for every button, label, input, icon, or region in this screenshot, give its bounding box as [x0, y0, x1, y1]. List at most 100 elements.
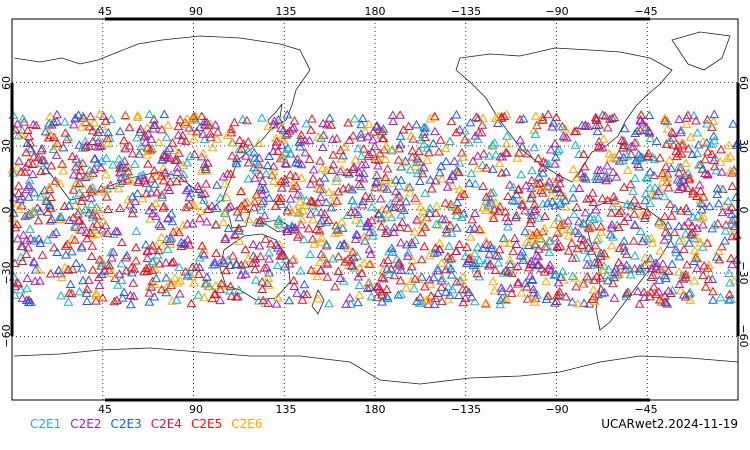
observation-marker: [481, 192, 492, 201]
observation-marker: [417, 213, 428, 222]
observation-marker: [563, 230, 574, 240]
observation-marker: [724, 289, 735, 299]
observation-marker: [725, 151, 736, 161]
observation-marker: [173, 278, 183, 287]
observation-marker: [343, 243, 353, 252]
observation-marker: [324, 298, 334, 308]
observation-marker: [684, 238, 694, 247]
observation-marker: [353, 209, 363, 219]
observation-marker: [51, 227, 61, 237]
observation-marker: [459, 189, 470, 199]
observation-marker: [207, 201, 217, 210]
observation-marker: [88, 230, 98, 239]
observation-marker: [236, 270, 247, 279]
observation-marker: [503, 267, 514, 276]
observation-marker: [436, 161, 446, 170]
observation-marker: [416, 254, 427, 264]
observation-marker: [694, 180, 705, 189]
observation-marker: [553, 277, 564, 287]
observation-marker: [590, 240, 601, 250]
observation-marker: [234, 135, 245, 144]
observation-marker: [207, 293, 218, 303]
observation-marker: [554, 287, 565, 296]
observation-marker: [508, 182, 519, 192]
observation-marker: [381, 284, 392, 293]
observation-marker: [257, 284, 268, 294]
observation-marker: [76, 196, 87, 205]
observation-marker: [116, 275, 127, 284]
observation-marker: [418, 206, 428, 215]
observation-marker: [657, 168, 668, 178]
observation-marker: [282, 226, 292, 236]
observation-marker: [278, 250, 288, 260]
greenland-outline: [671, 31, 731, 71]
observation-marker: [166, 233, 177, 242]
observation-marker: [161, 257, 171, 267]
observation-marker: [274, 220, 285, 229]
observation-marker: [82, 296, 92, 306]
observation-marker: [634, 162, 645, 171]
observation-marker: [635, 125, 646, 135]
observation-marker: [696, 213, 707, 223]
observation-marker: [691, 191, 702, 200]
observation-marker: [343, 182, 354, 192]
observation-marker: [404, 266, 415, 275]
observation-marker: [608, 167, 618, 176]
observation-marker: [433, 265, 443, 275]
observation-marker: [645, 198, 655, 207]
observation-marker: [350, 234, 361, 243]
observation-marker: [186, 298, 197, 308]
observation-marker: [727, 215, 738, 224]
observation-marker: [515, 135, 526, 144]
observation-marker: [674, 114, 685, 124]
observation-marker: [619, 182, 629, 191]
observation-marker: [501, 295, 512, 304]
observation-marker: [524, 228, 535, 237]
observation-marker: [704, 201, 715, 211]
observation-marker: [582, 260, 593, 269]
observation-marker: [567, 271, 578, 280]
observation-marker: [108, 159, 118, 169]
observation-marker: [243, 146, 253, 155]
observation-marker: [425, 279, 435, 288]
observation-marker: [460, 251, 471, 260]
observation-marker: [28, 151, 39, 161]
observation-marker: [583, 274, 594, 283]
observation-marker: [199, 292, 210, 302]
observation-marker: [127, 148, 138, 158]
observation-marker: [729, 166, 739, 176]
observation-marker: [467, 214, 477, 224]
observation-marker: [527, 165, 537, 175]
observation-marker: [414, 156, 425, 166]
observation-marker: [12, 277, 23, 287]
observation-marker: [591, 115, 602, 124]
observation-marker: [59, 262, 70, 272]
observation-marker: [451, 166, 462, 175]
observation-marker: [681, 119, 692, 129]
observation-marker: [384, 209, 394, 218]
observation-marker: [212, 180, 222, 189]
observation-marker: [40, 126, 51, 136]
observation-marker: [280, 158, 291, 168]
observation-marker: [460, 134, 470, 144]
observation-marker: [89, 164, 99, 173]
observation-marker: [582, 271, 592, 281]
lon-label: 90: [189, 403, 203, 416]
observation-marker: [198, 148, 208, 158]
observation-marker: [446, 270, 457, 279]
observation-marker: [423, 147, 434, 157]
observation-marker: [229, 117, 240, 127]
observation-marker: [314, 225, 325, 235]
observation-marker: [530, 129, 541, 138]
observation-marker: [645, 291, 655, 301]
observation-marker: [51, 141, 62, 151]
observation-marker: [143, 183, 154, 192]
observation-marker: [199, 249, 209, 259]
observation-marker: [288, 275, 299, 285]
observation-marker: [372, 152, 382, 162]
observation-marker: [363, 278, 373, 287]
observation-marker: [74, 178, 85, 188]
observation-marker: [44, 200, 55, 209]
observation-marker: [676, 138, 687, 148]
observation-marker: [543, 109, 554, 119]
